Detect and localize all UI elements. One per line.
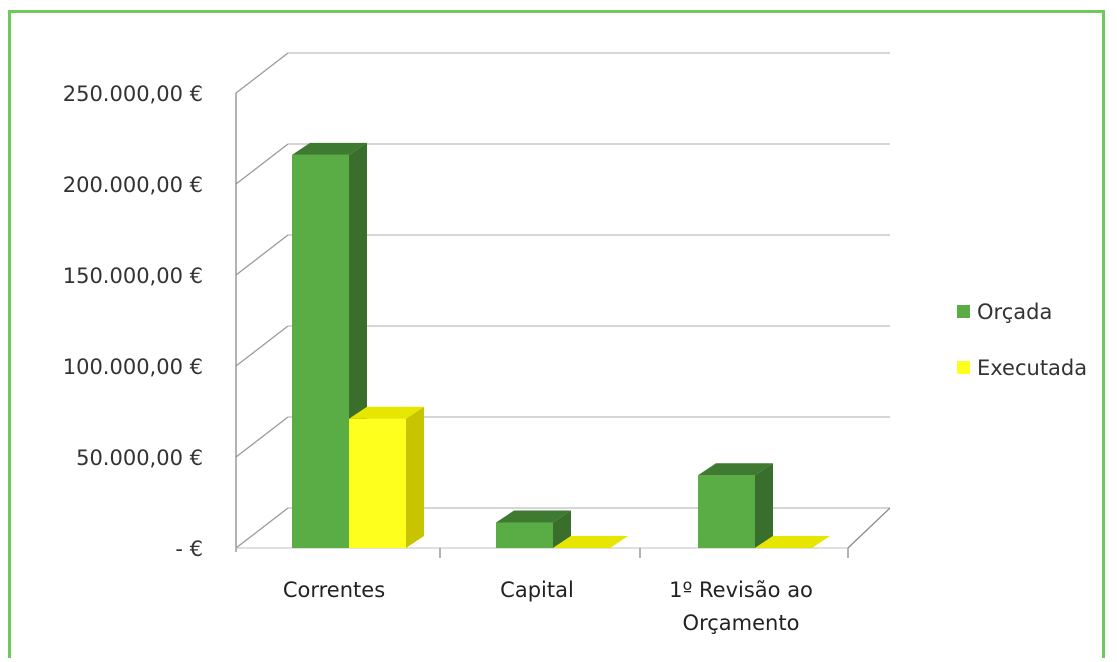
x-category-label: Orçamento [683,611,800,635]
wall-gridline [235,325,289,367]
legend-swatch-orcada [957,305,970,318]
bar-orcada [292,154,349,548]
legend-label-orcada: Orçada [977,300,1052,324]
bar-top-orcada [496,510,571,523]
y-tick-label: 50.000,00 € [76,446,203,470]
y-tick-label: 100.000,00 € [63,355,203,379]
y-tick-label: - € [175,537,203,561]
legend-label-executada: Executada [977,356,1087,380]
x-category-label: Correntes [283,578,385,602]
bar-orcada [698,475,755,548]
bar-executada [349,418,406,548]
bar-top-executada [553,536,628,548]
wall-gridline [235,507,289,549]
bar-orcada [496,522,553,548]
legend-swatch-executada [957,361,970,374]
bar-top-executada [755,536,830,548]
x-category-label: 1º Revisão ao [669,578,813,602]
bar-side-orcada [553,510,571,548]
bar-top-orcada [292,142,367,155]
wall-gridline [235,143,289,185]
y-tick-label: 200.000,00 € [63,173,203,197]
y-tick-label: 250.000,00 € [63,82,203,106]
bar-side-orcada [755,463,773,548]
x-category-label: Capital [500,578,574,602]
floor-right-edge [847,507,891,549]
wall-gridline [235,416,289,458]
y-tick-label: 150.000,00 € [63,264,203,288]
bar-top-executada [349,406,424,419]
wall-gridline [235,234,289,276]
wall-gridline [235,52,289,94]
bar-top-orcada [698,463,773,476]
bar-side-executada [406,406,424,548]
chart-frame [8,10,1105,658]
